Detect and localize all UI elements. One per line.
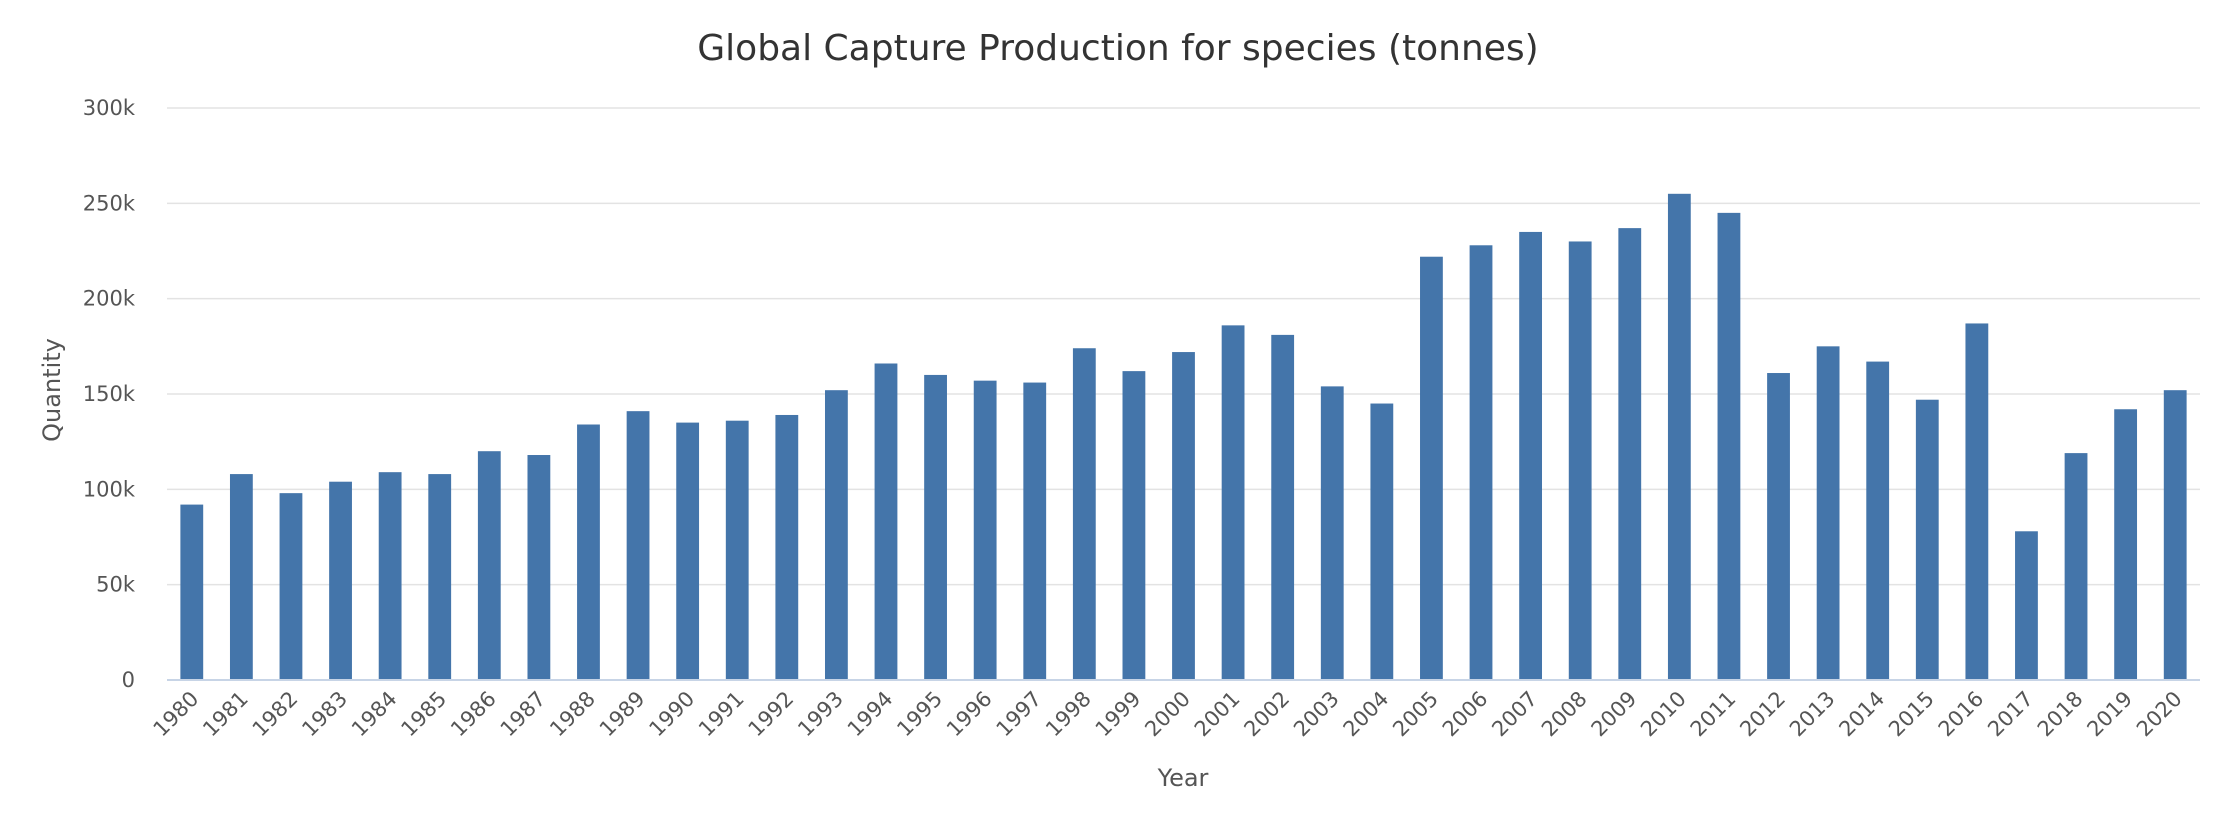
x-tick-label: 1987 xyxy=(496,687,551,742)
bar-2016[interactable] xyxy=(1965,323,1989,680)
bar-1980[interactable] xyxy=(180,504,204,680)
x-tick-label: 1988 xyxy=(545,687,600,742)
bar-2007[interactable] xyxy=(1519,231,1543,680)
x-tick-label: 2003 xyxy=(1289,687,1344,742)
bar-2018[interactable] xyxy=(2064,453,2088,680)
bar-2014[interactable] xyxy=(1866,361,1890,680)
x-tick-label: 1986 xyxy=(446,687,501,742)
x-tick-label: 2013 xyxy=(1785,687,1840,742)
y-tick-label: 200k xyxy=(83,287,136,311)
x-tick-label: 2020 xyxy=(2132,687,2187,742)
x-tick-label: 1981 xyxy=(198,687,253,742)
bar-2004[interactable] xyxy=(1370,403,1394,680)
bar-2002[interactable] xyxy=(1271,334,1295,680)
bar-1986[interactable] xyxy=(477,451,501,680)
x-axis-ticks: 1980198119821983198419851986198719881989… xyxy=(149,687,2187,742)
x-tick-label: 1983 xyxy=(297,687,352,742)
bar-1985[interactable] xyxy=(428,474,452,680)
x-tick-label: 1993 xyxy=(793,687,848,742)
bar-1982[interactable] xyxy=(279,493,303,680)
x-tick-label: 2016 xyxy=(1934,687,1989,742)
x-tick-label: 1984 xyxy=(347,687,402,742)
x-tick-label: 2012 xyxy=(1735,687,1790,742)
x-tick-label: 2001 xyxy=(1190,687,1245,742)
bars xyxy=(180,193,2187,681)
y-axis-ticks: 0 50k 100k 150k 200k 250k 300k xyxy=(83,96,136,692)
bar-2011[interactable] xyxy=(1717,212,1741,680)
bar-1999[interactable] xyxy=(1122,371,1146,680)
bar-2017[interactable] xyxy=(2015,531,2038,680)
bar-2020[interactable] xyxy=(2163,390,2187,680)
bar-2009[interactable] xyxy=(1618,228,1642,680)
bar-1988[interactable] xyxy=(577,424,600,680)
y-tick-label: 100k xyxy=(83,477,136,501)
x-tick-label: 1985 xyxy=(396,687,451,742)
bar-2005[interactable] xyxy=(1420,256,1443,680)
x-tick-label: 1992 xyxy=(744,687,799,742)
x-tick-label: 2015 xyxy=(1884,687,1939,742)
bar-1984[interactable] xyxy=(378,472,402,680)
x-tick-label: 1980 xyxy=(149,687,204,742)
bar-2003[interactable] xyxy=(1320,386,1344,680)
x-tick-label: 2009 xyxy=(1587,687,1642,742)
x-tick-label: 2019 xyxy=(2082,687,2137,742)
x-tick-label: 2010 xyxy=(1636,687,1691,742)
bar-1998[interactable] xyxy=(1072,348,1096,680)
chart-title: Global Capture Production for species (t… xyxy=(697,28,1538,69)
x-tick-label: 1994 xyxy=(843,687,898,742)
bar-2010[interactable] xyxy=(1667,193,1691,681)
x-tick-label: 2004 xyxy=(1339,687,1394,742)
x-tick-label: 2000 xyxy=(1140,687,1195,742)
bar-1997[interactable] xyxy=(1023,382,1047,680)
y-tick-label: 300k xyxy=(83,96,136,120)
x-tick-label: 1999 xyxy=(1091,687,1146,742)
x-tick-label: 1995 xyxy=(892,687,947,742)
bar-2006[interactable] xyxy=(1469,245,1493,680)
x-tick-label: 2018 xyxy=(2033,687,2088,742)
bar-1991[interactable] xyxy=(725,420,749,680)
x-tick-label: 2005 xyxy=(1388,687,1443,742)
y-tick-label: 0 xyxy=(122,668,135,692)
x-tick-label: 2017 xyxy=(1983,687,2038,742)
bar-2001[interactable] xyxy=(1221,325,1245,680)
bar-1983[interactable] xyxy=(329,481,352,680)
bar-1993[interactable] xyxy=(824,390,848,680)
y-tick-label: 50k xyxy=(96,573,136,597)
y-axis-title: Quantity xyxy=(38,338,66,442)
x-tick-label: 1998 xyxy=(1041,687,1096,742)
bar-2019[interactable] xyxy=(2114,409,2138,680)
x-tick-label: 2002 xyxy=(1239,687,1294,742)
x-tick-label: 1989 xyxy=(595,687,650,742)
bar-2012[interactable] xyxy=(1767,373,1790,680)
bar-2008[interactable] xyxy=(1568,241,1592,680)
bar-2000[interactable] xyxy=(1172,352,1195,680)
x-tick-label: 2007 xyxy=(1487,687,1542,742)
y-tick-label: 250k xyxy=(83,191,136,215)
bar-1996[interactable] xyxy=(973,380,997,680)
x-tick-label: 1982 xyxy=(248,687,303,742)
bar-1981[interactable] xyxy=(229,474,253,680)
bar-1990[interactable] xyxy=(676,422,700,680)
bar-1992[interactable] xyxy=(775,414,799,680)
y-tick-label: 150k xyxy=(83,382,136,406)
bar-2013[interactable] xyxy=(1816,346,1840,680)
x-tick-label: 2014 xyxy=(1834,687,1889,742)
x-axis-title: Year xyxy=(1157,764,1209,792)
x-tick-label: 2008 xyxy=(1537,687,1592,742)
x-tick-label: 1997 xyxy=(992,687,1047,742)
bar-1989[interactable] xyxy=(626,411,650,680)
x-tick-label: 1990 xyxy=(644,687,699,742)
x-tick-label: 2006 xyxy=(1438,687,1493,742)
bar-2015[interactable] xyxy=(1915,399,1939,680)
x-tick-label: 1996 xyxy=(942,687,997,742)
bar-1995[interactable] xyxy=(924,374,947,680)
bar-1994[interactable] xyxy=(874,363,898,680)
x-tick-label: 2011 xyxy=(1686,687,1741,742)
bar-1987[interactable] xyxy=(527,455,551,680)
x-tick-label: 1991 xyxy=(694,687,749,742)
